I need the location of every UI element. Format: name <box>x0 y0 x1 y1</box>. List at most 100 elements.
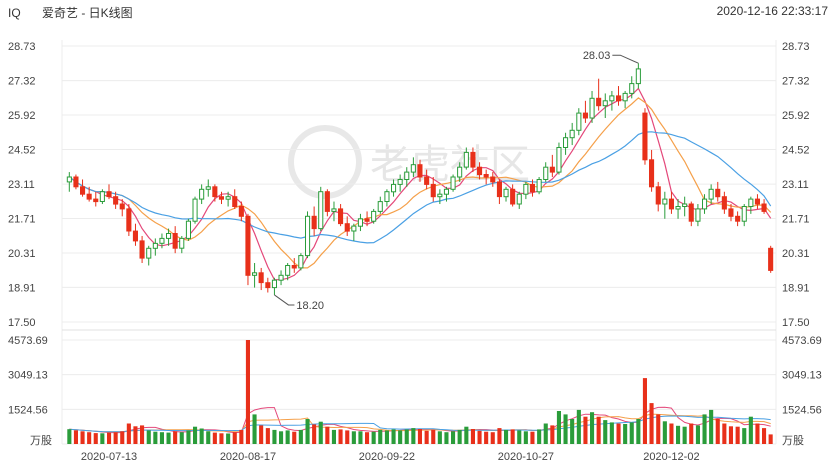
volume-bar <box>166 432 171 444</box>
volume-bar <box>219 433 224 444</box>
x-tick-label: 2020-09-22 <box>359 451 415 463</box>
volume-bar <box>259 425 264 444</box>
volume-bar <box>325 426 330 444</box>
high-annotation-label: 28.03 <box>583 50 611 62</box>
candle-body <box>119 203 125 210</box>
candle-body <box>192 198 198 222</box>
candle-body <box>556 147 562 173</box>
candle-body <box>516 193 522 205</box>
volume-bar <box>146 430 151 444</box>
volume-bar <box>695 425 700 444</box>
candle-body <box>635 68 641 85</box>
candle-body <box>549 166 555 173</box>
candle-body <box>271 279 277 289</box>
candle-body <box>748 198 754 208</box>
volume-bar <box>199 428 204 444</box>
candle-body <box>655 186 661 205</box>
candle-body <box>715 188 721 198</box>
volume-bar <box>530 431 535 444</box>
volume-bar <box>358 431 363 444</box>
volume-bar <box>755 423 760 444</box>
x-tick-label: 2020-10-27 <box>498 451 554 463</box>
volume-bar <box>305 419 310 444</box>
volume-tick-label-left: 3049.13 <box>8 370 48 382</box>
volume-bar <box>742 428 747 444</box>
candle-body <box>582 112 589 119</box>
price-tick-label-left: 24.52 <box>8 144 36 156</box>
price-tick-label-left: 18.91 <box>8 282 36 294</box>
candle-body <box>106 191 112 198</box>
candle-body <box>99 191 105 202</box>
candle-body <box>510 188 516 205</box>
volume-bar <box>490 432 495 444</box>
candle-body <box>695 208 701 222</box>
candle-body <box>86 193 92 200</box>
candle-body <box>344 223 350 232</box>
volume-bar <box>596 416 601 444</box>
candle-body <box>391 183 397 193</box>
candle-body <box>179 237 185 249</box>
volume-bar <box>550 425 555 444</box>
volume-bar <box>437 431 442 444</box>
volume-bar <box>768 434 773 444</box>
volume-bar <box>543 423 548 444</box>
volume-tick-label-left: 1524.56 <box>8 404 48 416</box>
volume-bar <box>120 431 125 444</box>
volume-bar <box>239 429 244 444</box>
volume-bar <box>451 431 456 444</box>
candle-body <box>668 198 675 210</box>
candle-body <box>728 208 734 217</box>
chart-header-left: IQ 爱奇艺 - 日K线图 <box>8 4 151 21</box>
volume-bar <box>484 431 489 444</box>
candle-body <box>424 176 430 185</box>
volume-bar <box>365 432 370 444</box>
price-tick-label-left: 25.92 <box>8 110 36 122</box>
low-annotation-leader <box>274 294 295 306</box>
volume-bar <box>384 430 389 444</box>
x-tick-label: 2020-08-17 <box>220 451 276 463</box>
candle-body <box>351 225 357 232</box>
candle-body <box>622 92 628 102</box>
volume-bar <box>728 426 733 444</box>
candle-body <box>377 201 383 212</box>
volume-bar <box>682 426 687 444</box>
candle-body <box>371 210 377 222</box>
volume-bar <box>676 425 681 444</box>
volume-unit-label-left: 万股 <box>30 434 52 447</box>
candle-body <box>523 183 529 195</box>
candle-body <box>569 129 575 139</box>
candle-body <box>682 203 688 207</box>
volume-bar <box>186 430 191 444</box>
volume-bar <box>457 429 462 444</box>
volume-bar <box>298 429 303 444</box>
volume-bar <box>93 433 98 444</box>
volume-bar <box>272 429 277 444</box>
volume-bar <box>179 432 184 444</box>
candle-body <box>252 272 258 276</box>
candle-body <box>278 274 284 281</box>
volume-bar <box>212 432 217 444</box>
price-tick-label-left: 21.71 <box>8 214 36 226</box>
candle-body <box>708 188 714 200</box>
watermark-logo-icon <box>288 125 362 199</box>
ticker-symbol: IQ <box>8 6 21 20</box>
candle-body <box>166 233 172 239</box>
candle-body <box>437 193 443 198</box>
volume-bar <box>603 420 608 444</box>
volume-bar <box>616 423 621 444</box>
price-tick-label-right: 28.73 <box>782 41 810 53</box>
volume-bar <box>590 412 595 444</box>
candle-body <box>563 137 569 148</box>
volume-bar <box>292 431 297 444</box>
chart-title: 爱奇艺 - 日K线图 <box>42 6 133 20</box>
volume-bar <box>748 416 753 444</box>
volume-bar <box>398 430 403 444</box>
x-tick-label: 2020-07-13 <box>81 451 137 463</box>
candle-body <box>503 188 509 198</box>
volume-bar <box>470 429 475 444</box>
candle-body <box>384 191 390 202</box>
price-tick-label-left: 20.31 <box>8 248 36 260</box>
volume-bar <box>193 426 198 444</box>
high-annotation-leader <box>612 54 639 64</box>
volume-bar <box>570 419 575 444</box>
